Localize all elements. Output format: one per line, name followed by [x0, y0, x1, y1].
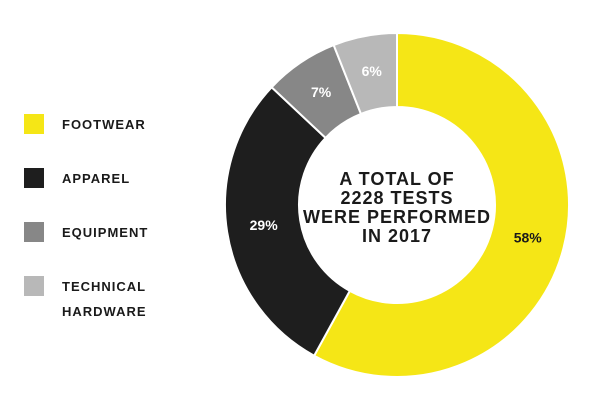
center-text-line-1: A TOTAL OF — [339, 169, 454, 189]
slice-label-technical-hardware: 6% — [362, 63, 383, 79]
legend-swatch-apparel — [24, 168, 44, 188]
center-text-line-3: WERE PERFORMED — [303, 207, 491, 227]
slice-labels: 58% 29% 7% 6% — [250, 63, 543, 245]
legend-swatch-technical-hardware — [24, 276, 44, 296]
slice-label-equipment: 7% — [311, 84, 332, 100]
legend-label-equipment: EQUIPMENT — [62, 225, 148, 240]
slice-technical-hardware — [332, 31, 398, 116]
slice-label-apparel: 29% — [250, 217, 279, 233]
donut-slices — [223, 31, 570, 378]
chart-legend: FOOTWEAR APPAREL EQUIPMENT TECHNICAL HARDWAR… — [24, 114, 148, 319]
center-total-text: A TOTAL OF 2228 TESTS WERE PERFORMED IN … — [303, 169, 491, 246]
center-text-line-2: 2228 TESTS — [340, 188, 453, 208]
legend-swatch-footwear — [24, 114, 44, 134]
slice-label-footwear: 58% — [514, 229, 543, 245]
center-text-line-4: IN 2017 — [362, 226, 432, 246]
slice-footwear — [312, 31, 570, 378]
legend-label-technical-hardware-line-1: TECHNICAL — [62, 279, 146, 294]
slice-apparel — [223, 85, 352, 358]
legend-label-technical-hardware-line-2: HARDWARE — [62, 304, 147, 319]
legend-swatch-equipment — [24, 222, 44, 242]
legend-label-footwear: FOOTWEAR — [62, 117, 146, 132]
legend-label-apparel: APPAREL — [62, 171, 130, 186]
